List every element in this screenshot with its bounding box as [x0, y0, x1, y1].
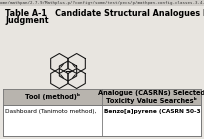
Text: Table A-1   Candidate Structural Analogues Identified for Pe: Table A-1 Candidate Structural Analogues… — [5, 9, 204, 18]
FancyBboxPatch shape — [0, 0, 204, 6]
Text: Analogue (CASRNs) Selected
Toxicity Value Searchesᵇ: Analogue (CASRNs) Selected Toxicity Valu… — [98, 90, 204, 104]
Text: Tool (method)ᵇ: Tool (method)ᵇ — [25, 94, 80, 100]
Text: /some/mathpan/2.7.9/Mathplus.p/?config+/some/test/pecs/p/mathpan-config-classes-: /some/mathpan/2.7.9/Mathplus.p/?config+/… — [0, 1, 204, 5]
Text: Judgment: Judgment — [5, 16, 49, 25]
Text: Benzo[a]pyrene (CASRN 50-3: Benzo[a]pyrene (CASRN 50-3 — [104, 109, 201, 114]
Text: Dashboard (Tanimoto method),: Dashboard (Tanimoto method), — [5, 109, 96, 114]
FancyBboxPatch shape — [3, 89, 201, 105]
FancyBboxPatch shape — [3, 89, 201, 136]
